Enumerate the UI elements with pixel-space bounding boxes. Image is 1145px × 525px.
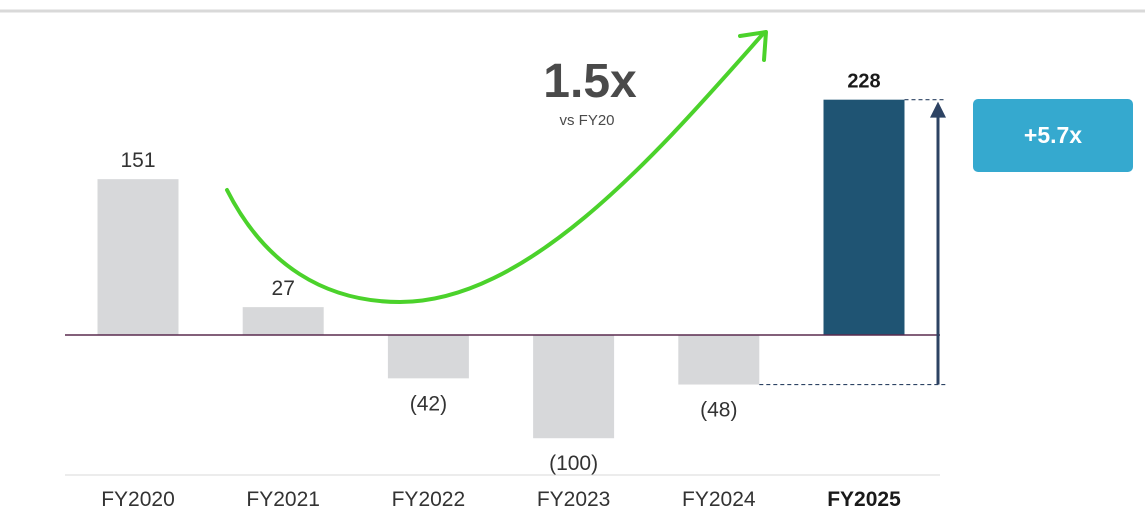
bar-fy2022 <box>387 335 469 379</box>
category-label-fy2022: FY2022 <box>392 488 466 511</box>
category-label-fy2023: FY2023 <box>537 488 611 511</box>
trend-arrow <box>225 30 768 305</box>
category-label-fy2020: FY2020 <box>101 488 175 511</box>
multiplier-badge-label: +5.7x <box>1023 122 1083 148</box>
category-label-fy2021: FY2021 <box>246 488 320 511</box>
bar-fy2024 <box>678 335 760 385</box>
value-label-fy2021: 27 <box>272 277 295 300</box>
bar-fy2025 <box>823 99 905 335</box>
value-label-fy2020: 151 <box>120 149 155 172</box>
value-label-fy2023: (100) <box>549 452 598 475</box>
bars-layer <box>97 99 905 439</box>
category-label-fy2024: FY2024 <box>682 488 756 511</box>
bar-fy2023 <box>533 335 615 439</box>
value-label-fy2025: 228 <box>847 71 880 93</box>
trend-curve <box>225 33 764 305</box>
value-label-fy2022: (42) <box>410 392 447 415</box>
growth-caption-label: vs FY20 <box>559 112 614 129</box>
range-arrow-head <box>930 101 946 118</box>
growth-multiple-label: 1.5x <box>543 55 637 108</box>
category-label-fy2025: FY2025 <box>827 488 901 511</box>
trend-arrowhead <box>738 30 768 62</box>
bar-fy2020 <box>97 179 179 335</box>
range-indicator <box>759 99 946 386</box>
value-label-fy2024: (48) <box>700 399 737 422</box>
bar-fy2021 <box>242 307 324 335</box>
labels-layer: 151 FY2020 27 FY2021 (42) FY2022 (100) FY2023 (4… <box>101 71 901 511</box>
multiplier-badge: +5.7x <box>973 99 1133 172</box>
